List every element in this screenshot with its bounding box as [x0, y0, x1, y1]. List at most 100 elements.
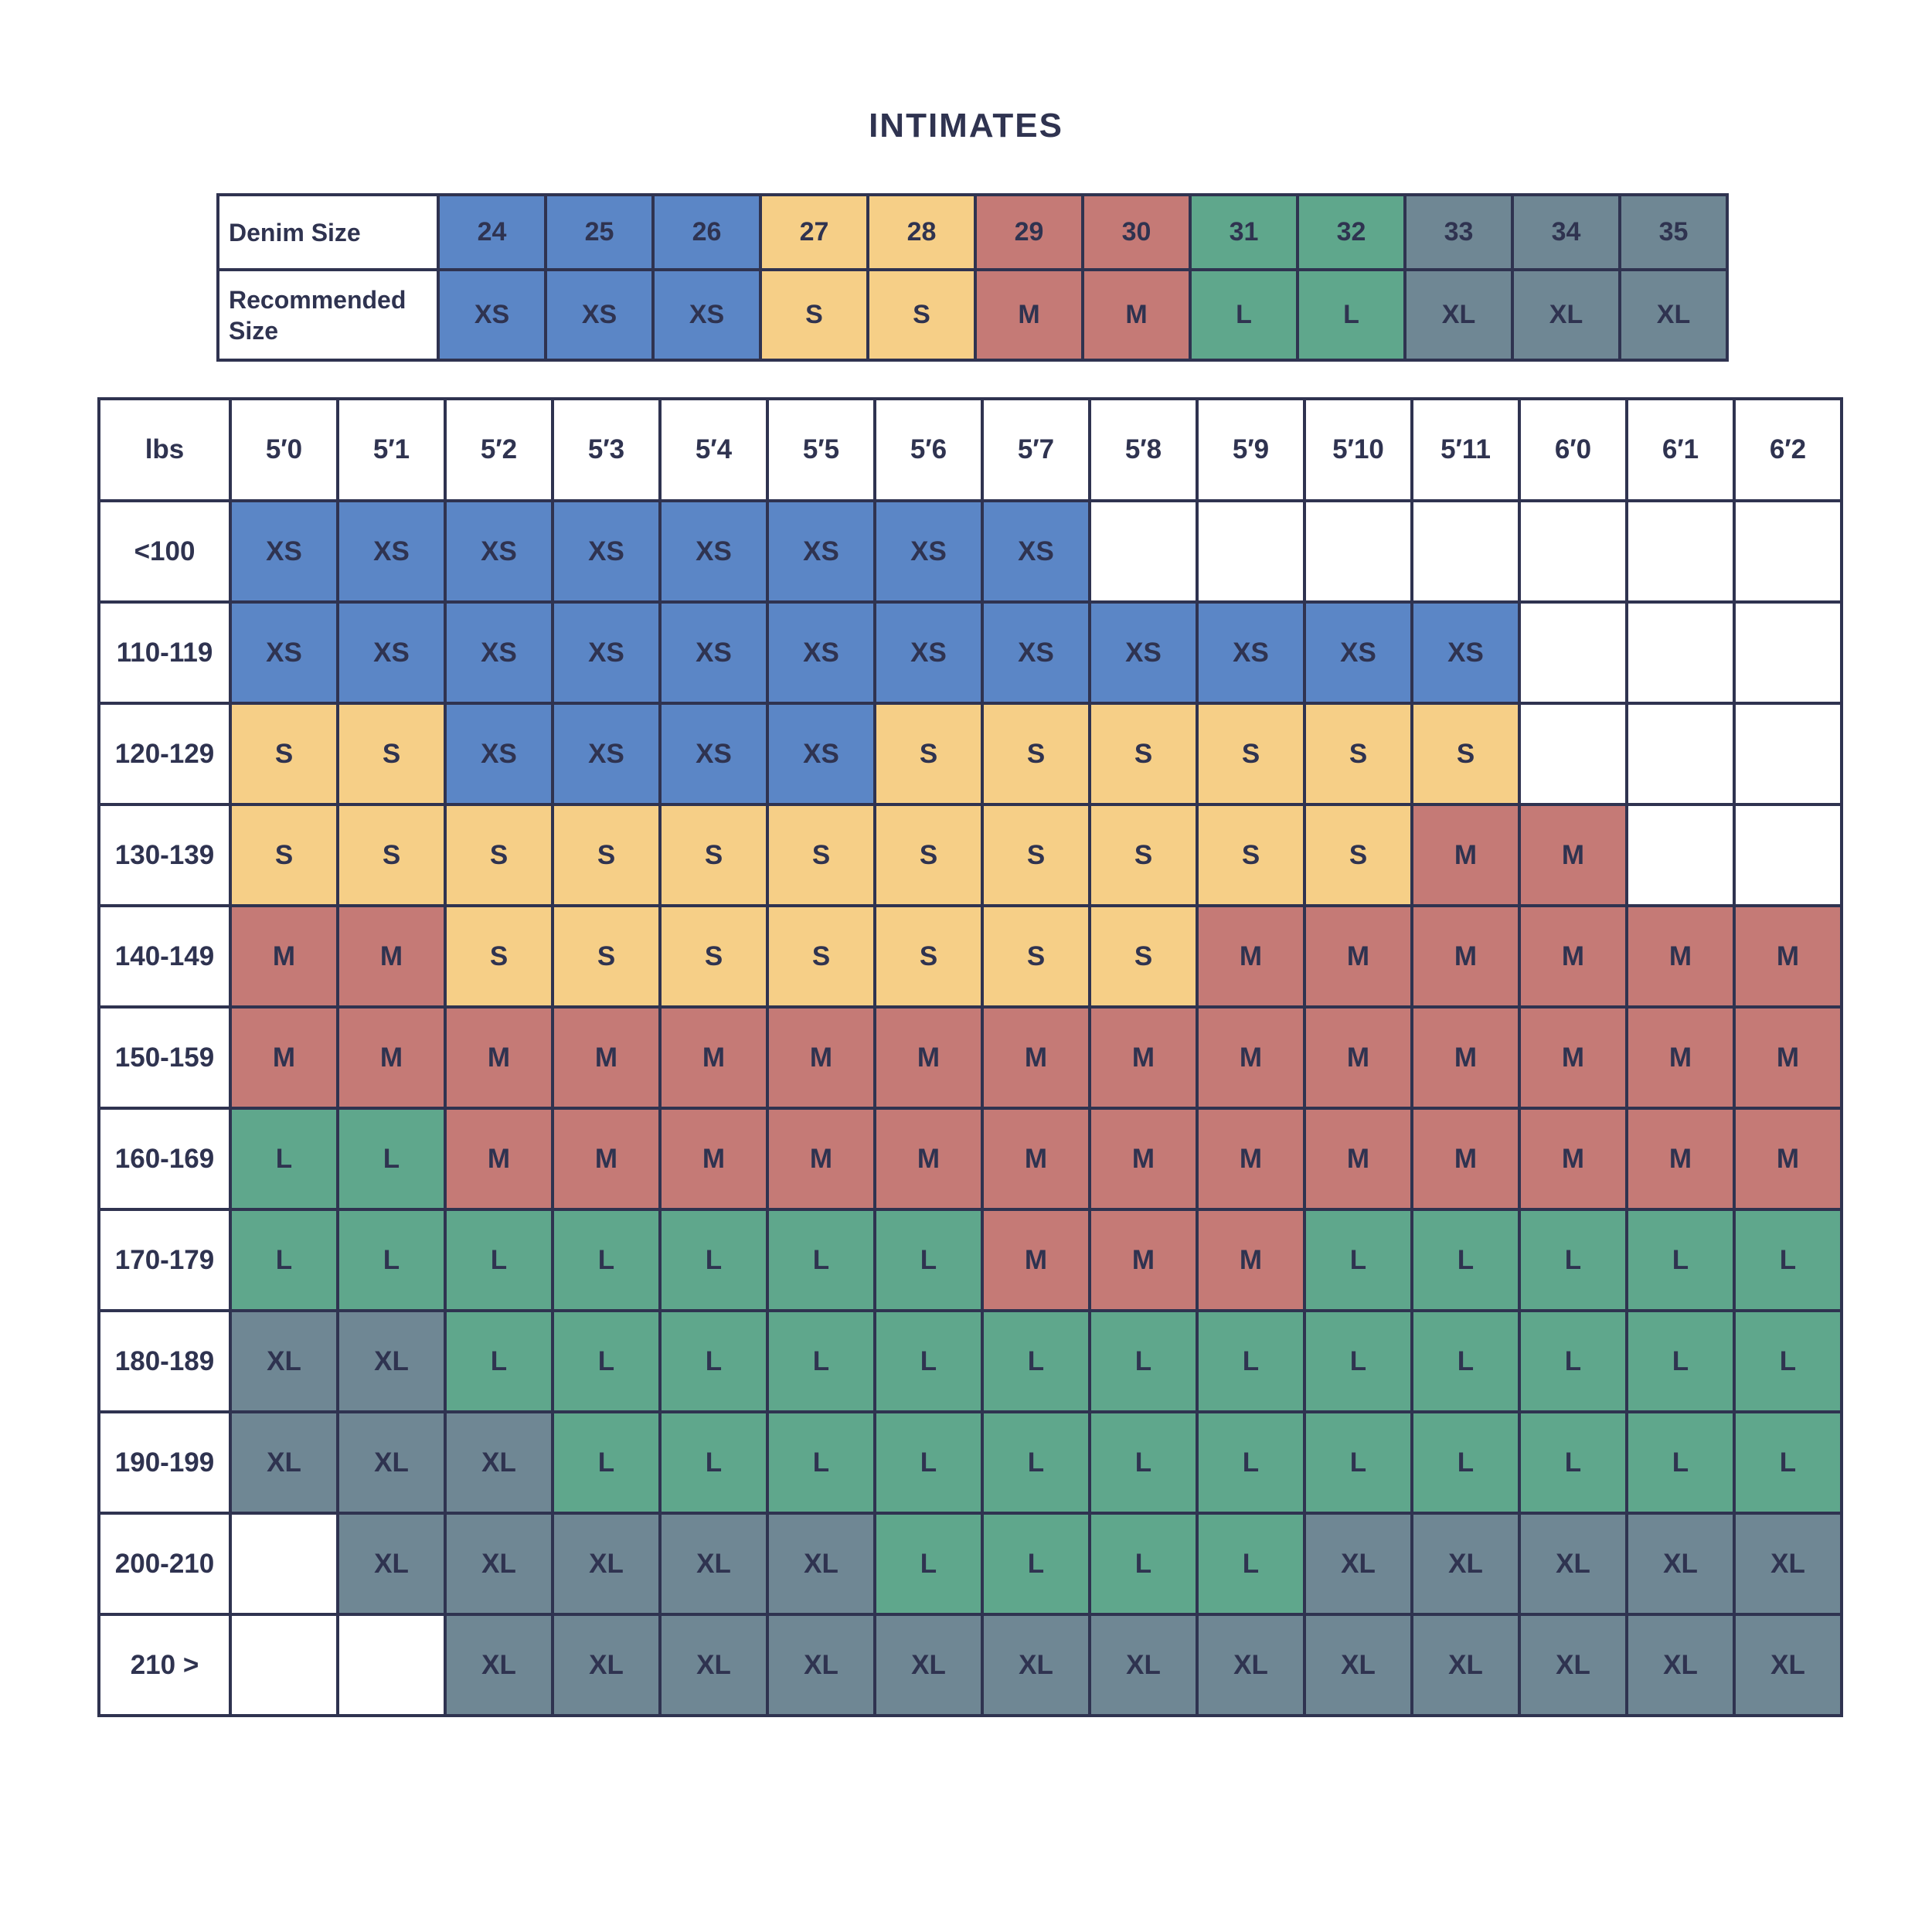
size-cell: S [229, 702, 339, 806]
size-cell: L [551, 1309, 662, 1413]
size-cell: XS [444, 702, 554, 806]
size-cell: M [1733, 904, 1843, 1009]
size-cell: M [1733, 1005, 1843, 1110]
size-cell: L [1625, 1208, 1736, 1312]
denim-size-table: Denim Size 24 25 26 27 28 29 30 31 32 33 34 35 Recomm… [216, 193, 1729, 362]
size-cell: L [1410, 1309, 1521, 1413]
size-cell [1733, 803, 1843, 907]
size-cell [229, 1613, 339, 1717]
size-cell: M [1410, 1005, 1521, 1110]
size-cell: XS [551, 600, 662, 705]
size-cell: L [1088, 1309, 1199, 1413]
height-header-cell: 5′1 [336, 397, 447, 502]
size-cell: XS [1303, 600, 1413, 705]
size-cell: L [229, 1107, 339, 1211]
size-cell: XS [766, 600, 876, 705]
size-cell: L [873, 1208, 984, 1312]
size-cell: XL [1733, 1512, 1843, 1616]
denim-size-cell: 34 [1511, 193, 1621, 271]
size-cell: S [1196, 803, 1306, 907]
recommended-size-cell: XS [437, 268, 547, 362]
height-header-cell: 5′6 [873, 397, 984, 502]
size-cell: S [444, 803, 554, 907]
height-header-cell: 6′0 [1518, 397, 1628, 502]
size-cell: M [1303, 904, 1413, 1009]
weight-row: 120-129 S S XS XS XS XS S S S S S S [97, 702, 1843, 806]
height-header-cell: 5′0 [229, 397, 339, 502]
size-cell: L [1625, 1309, 1736, 1413]
size-cell: L [873, 1410, 984, 1515]
height-header-cell: 5′11 [1410, 397, 1521, 502]
size-cell [1303, 499, 1413, 604]
weight-range-label: 140-149 [97, 904, 232, 1009]
weight-row: 170-179 L L L L L L L M M M L L L L L [97, 1208, 1843, 1312]
denim-size-cell: 33 [1403, 193, 1514, 271]
size-cell [229, 1512, 339, 1616]
size-cell: S [873, 803, 984, 907]
size-cell: L [658, 1208, 769, 1312]
size-cell: L [1196, 1512, 1306, 1616]
size-cell: XS [229, 600, 339, 705]
size-cell: XL [1410, 1613, 1521, 1717]
size-cell: L [658, 1410, 769, 1515]
size-cell: XL [766, 1613, 876, 1717]
size-cell: XL [1196, 1613, 1306, 1717]
size-cell: XL [444, 1512, 554, 1616]
size-cell: S [1196, 702, 1306, 806]
weight-row: 180-189 XL XL L L L L L L L L L L L L L [97, 1309, 1843, 1413]
size-cell: XS [444, 600, 554, 705]
size-cell: M [551, 1005, 662, 1110]
size-cell [1733, 600, 1843, 705]
weight-range-label: 170-179 [97, 1208, 232, 1312]
size-cell: M [229, 1005, 339, 1110]
size-cell: L [1196, 1309, 1306, 1413]
size-cell: M [766, 1005, 876, 1110]
size-cell: XS [981, 499, 1091, 604]
size-cell: M [1733, 1107, 1843, 1211]
denim-size-cell: 29 [974, 193, 1084, 271]
weight-range-label: 150-159 [97, 1005, 232, 1110]
size-cell: L [1518, 1208, 1628, 1312]
size-cell: XS [766, 702, 876, 806]
size-cell: S [551, 803, 662, 907]
size-cell: M [1410, 803, 1521, 907]
size-cell: M [1518, 803, 1628, 907]
size-cell: XL [1625, 1512, 1736, 1616]
size-cell: XS [336, 499, 447, 604]
size-cell: M [1196, 904, 1306, 1009]
size-cell: S [981, 702, 1091, 806]
recommended-size-cell: L [1296, 268, 1406, 362]
size-chart-grid: lbs 5′0 5′1 5′2 5′3 5′4 5′5 5′6 5′7 5′8 5′9 5′10 5′1… [97, 397, 1843, 1717]
size-cell: M [1518, 1005, 1628, 1110]
size-cell: XS [766, 499, 876, 604]
size-cell: L [336, 1208, 447, 1312]
denim-size-cell: 30 [1081, 193, 1192, 271]
size-cell: XL [1303, 1512, 1413, 1616]
size-cell: XL [766, 1512, 876, 1616]
size-cell: L [981, 1512, 1091, 1616]
height-header-cell: 6′1 [1625, 397, 1736, 502]
weight-row: 210 > XL XL XL XL XL XL XL XL XL XL XL XL XL [97, 1613, 1843, 1717]
size-cell: L [1303, 1309, 1413, 1413]
weight-row: 200-210 XL XL XL XL XL L L L L XL XL XL XL XL [97, 1512, 1843, 1616]
size-cell: M [1625, 1005, 1736, 1110]
size-cell: L [1733, 1208, 1843, 1312]
size-cell: XL [1088, 1613, 1199, 1717]
size-cell: XS [873, 499, 984, 604]
size-cell: M [1088, 1208, 1199, 1312]
size-cell: M [658, 1005, 769, 1110]
weight-row: 150-159 M M M M M M M M M M M M M M M [97, 1005, 1843, 1110]
chart-title: INTIMATES [869, 107, 1063, 145]
size-cell: XS [658, 702, 769, 806]
size-cell: S [1410, 702, 1521, 806]
size-cell: M [1303, 1005, 1413, 1110]
size-cell: M [1518, 904, 1628, 1009]
size-cell: S [873, 702, 984, 806]
size-cell: XS [1088, 600, 1199, 705]
height-header-cell: 5′7 [981, 397, 1091, 502]
size-cell: XL [1410, 1512, 1521, 1616]
size-cell: XS [551, 702, 662, 806]
denim-size-cell: 32 [1296, 193, 1406, 271]
size-cell: L [1625, 1410, 1736, 1515]
size-cell: M [1518, 1107, 1628, 1211]
